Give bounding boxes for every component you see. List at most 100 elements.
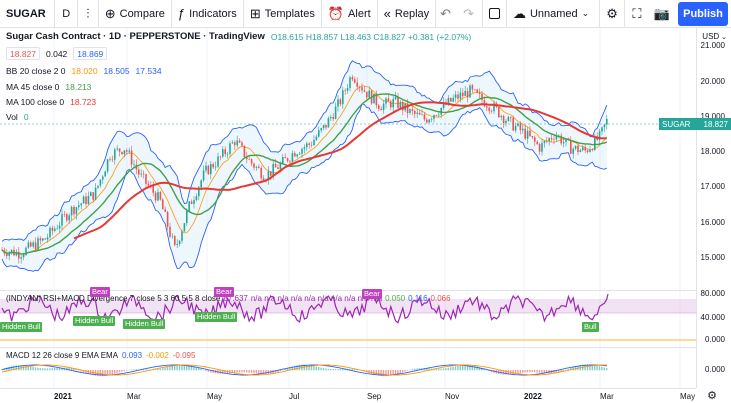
- ma100-label: MA 100 close 0: [6, 97, 65, 107]
- bollinger-basis-line: [1, 85, 608, 255]
- undo-button[interactable]: ↶: [436, 0, 459, 28]
- rsi-label: (INDYAN) RSI+MACD Divergence 7 close 5 3…: [6, 294, 221, 303]
- macd-legend[interactable]: MACD 12 26 close 9 EMA EMA 0.093 -0.002 …: [6, 351, 195, 360]
- ma100-value: 18.723: [70, 97, 97, 107]
- top-toolbar: SUGAR D ⫶ ⊕ Compare ƒ Indicators ⊞ Templ…: [0, 0, 731, 28]
- plus-circle-icon: ⊕: [104, 5, 116, 21]
- bollinger-upper-line: [1, 60, 608, 242]
- bear-tag: Bear: [90, 287, 110, 297]
- camera-icon: 📷: [653, 5, 671, 21]
- current-symbol: SUGAR: [662, 119, 691, 129]
- time-tick: Jul: [289, 392, 300, 401]
- cloud-icon: ☁: [512, 5, 526, 21]
- hidden-bull-tag: Hidden Bull: [195, 312, 238, 322]
- ma45-legend[interactable]: MA 45 close 0 18.213: [6, 82, 91, 92]
- publish-button[interactable]: Publish: [678, 2, 728, 26]
- chart-grid: [53, 28, 681, 388]
- chart-style-button[interactable]: ⫶: [78, 0, 99, 28]
- ma100-legend[interactable]: MA 100 close 0 18.723: [6, 97, 96, 107]
- rsi-value: 87.637: [223, 294, 248, 303]
- redo-button[interactable]: ↷: [459, 0, 483, 28]
- ma45-value: 18.213: [65, 82, 92, 92]
- indicators-label: Indicators: [189, 7, 237, 20]
- time-tick: May: [680, 392, 696, 401]
- indicators-button[interactable]: ƒ Indicators: [172, 0, 244, 28]
- price-tick: 16.000: [700, 218, 725, 227]
- time-tick: Mar: [127, 392, 141, 401]
- alert-label: Alert: [348, 7, 371, 20]
- current-price-tag: SUGAR 18.827: [659, 118, 731, 130]
- compare-button[interactable]: ⊕ Compare: [99, 0, 172, 28]
- bear-tag: Bear: [362, 289, 382, 299]
- vol-label: Vol: [6, 112, 18, 122]
- chart-title[interactable]: Sugar Cash Contract · 1D · PEPPERSTONE ·…: [6, 31, 265, 42]
- rsi-legend[interactable]: (INDYAN) RSI+MACD Divergence 7 close 5 3…: [6, 294, 451, 303]
- rsi-na-values: n/a n/a n/a n/a n/a n/a n/a n/a n/a n/a: [250, 294, 383, 303]
- redo-icon: ↷: [463, 5, 474, 21]
- macd-pane-separator[interactable]: [0, 347, 696, 348]
- templates-label: Templates: [264, 7, 315, 20]
- alert-button[interactable]: ⏰ Alert: [322, 0, 378, 28]
- candlestick-series: [1, 74, 608, 264]
- chevron-down-icon: ⌄: [581, 8, 590, 18]
- price-tick: 21.000: [700, 41, 725, 50]
- rsi-pane-separator[interactable]: [0, 290, 696, 291]
- bb-upper-value: 18.505: [103, 66, 130, 76]
- fullscreen-button[interactable]: ⛶: [625, 0, 649, 28]
- bollinger-lower-line: [1, 103, 607, 272]
- signal-line: [1, 364, 607, 376]
- bid-price[interactable]: 18.827: [6, 47, 40, 60]
- rsi-tick: 40.000: [700, 313, 725, 322]
- macd-label: MACD 12 26 close 9 EMA EMA: [6, 351, 119, 360]
- rsi-value-1: 0.050: [385, 294, 406, 303]
- square-icon: [488, 8, 500, 19]
- interval-text: D: [62, 7, 71, 20]
- price-tick: 20.000: [700, 77, 725, 86]
- volume-legend[interactable]: Vol 0: [6, 112, 29, 122]
- currency-label: USD: [702, 32, 720, 41]
- price-axis[interactable]: USD ⌄ 21.000 20.000 19.000 18.000 17.000…: [696, 28, 731, 388]
- time-tick: Mar: [600, 392, 614, 401]
- hidden-bull-tag: Hidden Bull: [0, 322, 43, 332]
- time-axis[interactable]: 2021 Mar May Jul Sep Nov 2022 Mar May: [0, 388, 696, 403]
- snapshot-button[interactable]: 📷: [649, 0, 675, 28]
- settings-button[interactable]: ⚙: [600, 0, 625, 28]
- symbol-search[interactable]: SUGAR: [0, 0, 56, 28]
- replay-button[interactable]: « Replay: [378, 0, 437, 28]
- chart-settings-button[interactable]: ⚙: [707, 389, 717, 402]
- macd-value: 0.093: [122, 351, 143, 360]
- hidden-bull-tag: Hidden Bull: [73, 316, 116, 326]
- gear-icon: ⚙: [707, 390, 717, 402]
- rewind-icon: «: [383, 6, 391, 21]
- bull-tag: Bull: [582, 322, 599, 332]
- current-price: 18.827: [703, 119, 728, 129]
- indicators-icon: ƒ: [177, 6, 186, 21]
- bb-legend[interactable]: BB 20 close 2 0 18.020 18.505 17.534: [6, 66, 162, 76]
- hist-value: -0.095: [172, 351, 196, 360]
- signal-value: -0.002: [146, 351, 169, 360]
- compare-label: Compare: [119, 7, 165, 20]
- alarm-clock-icon: ⏰: [327, 5, 345, 21]
- price-tick: 19.000: [700, 112, 725, 121]
- rsi-value-2: 0.116: [408, 294, 428, 303]
- grid-icon: ⊞: [249, 5, 261, 21]
- time-tick: 2021: [54, 392, 72, 401]
- gear-icon: ⚙: [606, 5, 618, 21]
- time-tick: Sep: [367, 392, 382, 401]
- templates-button[interactable]: ⊞ Templates: [244, 0, 322, 28]
- bid-ask-row: 18.827 0.042 18.869: [6, 47, 108, 60]
- currency-selector[interactable]: USD ⌄: [702, 32, 727, 41]
- price-tick: 18.000: [700, 147, 725, 156]
- hidden-bull-tag: Hidden Bull: [123, 319, 166, 329]
- layout-menu[interactable]: ☁ Unnamed ⌄: [505, 0, 601, 28]
- fullscreen-icon: ⛶: [632, 5, 642, 21]
- symbol-legend: Sugar Cash Contract · 1D · PEPPERSTONE ·…: [6, 31, 471, 42]
- price-chart[interactable]: [0, 28, 696, 388]
- time-tick: 2022: [524, 392, 542, 401]
- undo-icon: ↶: [440, 5, 452, 21]
- ma45-label: MA 45 close 0: [6, 82, 60, 92]
- interval-button[interactable]: D: [55, 0, 78, 28]
- ask-price[interactable]: 18.869: [73, 47, 108, 60]
- bear-tag: Bear: [214, 287, 234, 297]
- layout-toggle-button[interactable]: [483, 0, 506, 28]
